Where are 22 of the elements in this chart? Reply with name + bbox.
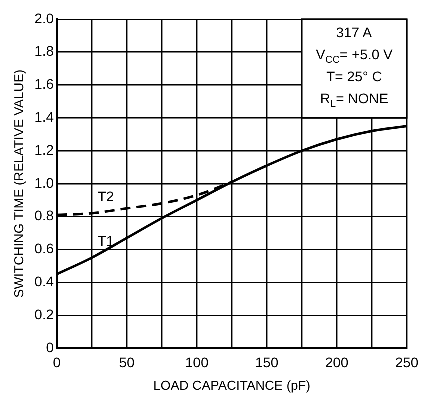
y-tick-label: 0.8 <box>34 208 54 224</box>
x-tick-label: 200 <box>325 354 349 370</box>
x-tick-label: 250 <box>395 354 419 370</box>
annotation: T= 25° C <box>326 68 382 84</box>
annotation: 317 A <box>336 24 373 40</box>
y-tick-label: 2.0 <box>34 10 54 26</box>
x-axis-title: LOAD CAPACITANCE (pF) <box>154 378 311 393</box>
series-label: T1 <box>98 232 114 249</box>
y-tick-label: 0.2 <box>34 306 54 322</box>
x-tick-label: 50 <box>119 354 136 370</box>
y-tick-label: 0.4 <box>34 273 54 290</box>
y-tick-label: 1.8 <box>34 43 54 60</box>
y-axis-title: SWITCHING TIME (RELATIVE VALUE) <box>11 70 26 298</box>
y-tick-label: 1.0 <box>34 174 54 191</box>
y-tick-label: 0 <box>46 339 54 356</box>
y-tick-label: 0.6 <box>34 240 54 257</box>
series-label: T2 <box>98 188 114 204</box>
x-tick-label: 100 <box>185 354 209 370</box>
y-tick-label: 1.6 <box>34 76 54 92</box>
y-tick-label: 1.4 <box>34 108 54 125</box>
y-tick-label: 1.2 <box>34 142 54 158</box>
x-tick-label: 150 <box>255 354 279 370</box>
